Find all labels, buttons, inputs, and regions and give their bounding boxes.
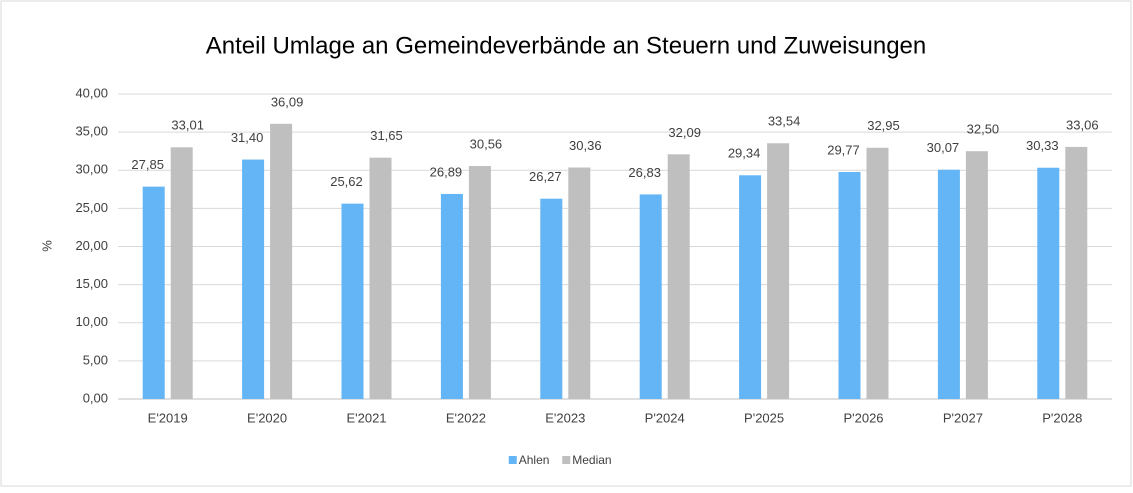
chart-title: Anteil Umlage an Gemeindeverbände an Ste… xyxy=(206,32,926,59)
data-label: 32,09 xyxy=(668,125,701,140)
y-axis-label: % xyxy=(39,240,54,252)
data-label: 29,34 xyxy=(728,146,761,161)
y-tick-label: 5,00 xyxy=(83,352,108,367)
bar xyxy=(341,203,364,399)
x-tick-label: E'2020 xyxy=(247,410,287,425)
bar xyxy=(838,172,861,399)
data-label: 26,89 xyxy=(430,164,463,179)
data-label: 33,06 xyxy=(1066,117,1099,132)
bar xyxy=(667,154,690,399)
y-tick-label: 30,00 xyxy=(75,162,108,177)
x-tick-label: P'2028 xyxy=(1042,410,1082,425)
y-tick-label: 35,00 xyxy=(75,124,108,139)
legend-swatch xyxy=(562,456,571,464)
data-label: 26,83 xyxy=(628,165,661,180)
bar xyxy=(739,175,762,399)
y-tick-label: 15,00 xyxy=(75,276,108,291)
data-label: 30,56 xyxy=(470,136,503,151)
bar xyxy=(767,143,790,399)
data-label: 27,85 xyxy=(131,157,164,172)
x-tick-label: P'2027 xyxy=(943,410,983,425)
bar xyxy=(639,194,662,399)
bar xyxy=(866,147,889,399)
data-label: 36,09 xyxy=(271,94,304,109)
data-label: 30,07 xyxy=(927,140,960,155)
y-tick-label: 20,00 xyxy=(75,238,108,253)
bar xyxy=(270,123,293,399)
bar xyxy=(242,159,265,399)
x-tick-label: E'2019 xyxy=(148,410,188,425)
bar xyxy=(170,147,193,399)
bar xyxy=(369,157,392,399)
x-tick-label: E'2021 xyxy=(346,410,386,425)
legend-swatch xyxy=(508,456,517,464)
data-label: 31,40 xyxy=(231,130,264,145)
bar xyxy=(142,186,165,399)
data-label: 30,33 xyxy=(1026,138,1059,153)
data-label: 32,95 xyxy=(867,118,900,133)
bar xyxy=(440,193,463,399)
x-tick-label: P'2024 xyxy=(645,410,685,425)
bar xyxy=(468,165,491,399)
y-tick-label: 0,00 xyxy=(83,390,108,405)
data-label: 32,50 xyxy=(967,122,1000,137)
bar xyxy=(1037,167,1060,399)
x-tick-label: P'2026 xyxy=(843,410,883,425)
bar xyxy=(1065,146,1088,399)
legend-label: Median xyxy=(572,453,611,467)
bar xyxy=(937,169,960,399)
data-label: 31,65 xyxy=(370,128,403,143)
x-tick-label: E'2022 xyxy=(446,410,486,425)
data-label: 25,62 xyxy=(330,174,363,189)
data-label: 33,01 xyxy=(171,118,204,133)
data-label: 30,36 xyxy=(569,138,602,153)
y-tick-label: 10,00 xyxy=(75,314,108,329)
legend-label: Ahlen xyxy=(519,453,550,467)
data-label: 29,77 xyxy=(827,142,860,157)
bar xyxy=(965,151,988,399)
x-tick-label: P'2025 xyxy=(744,410,784,425)
data-label: 26,27 xyxy=(529,169,562,184)
y-tick-label: 40,00 xyxy=(75,85,108,100)
y-tick-label: 25,00 xyxy=(75,200,108,215)
data-label: 33,54 xyxy=(768,114,801,129)
bar xyxy=(540,198,563,399)
x-tick-label: E'2023 xyxy=(545,410,585,425)
bar xyxy=(568,167,591,399)
